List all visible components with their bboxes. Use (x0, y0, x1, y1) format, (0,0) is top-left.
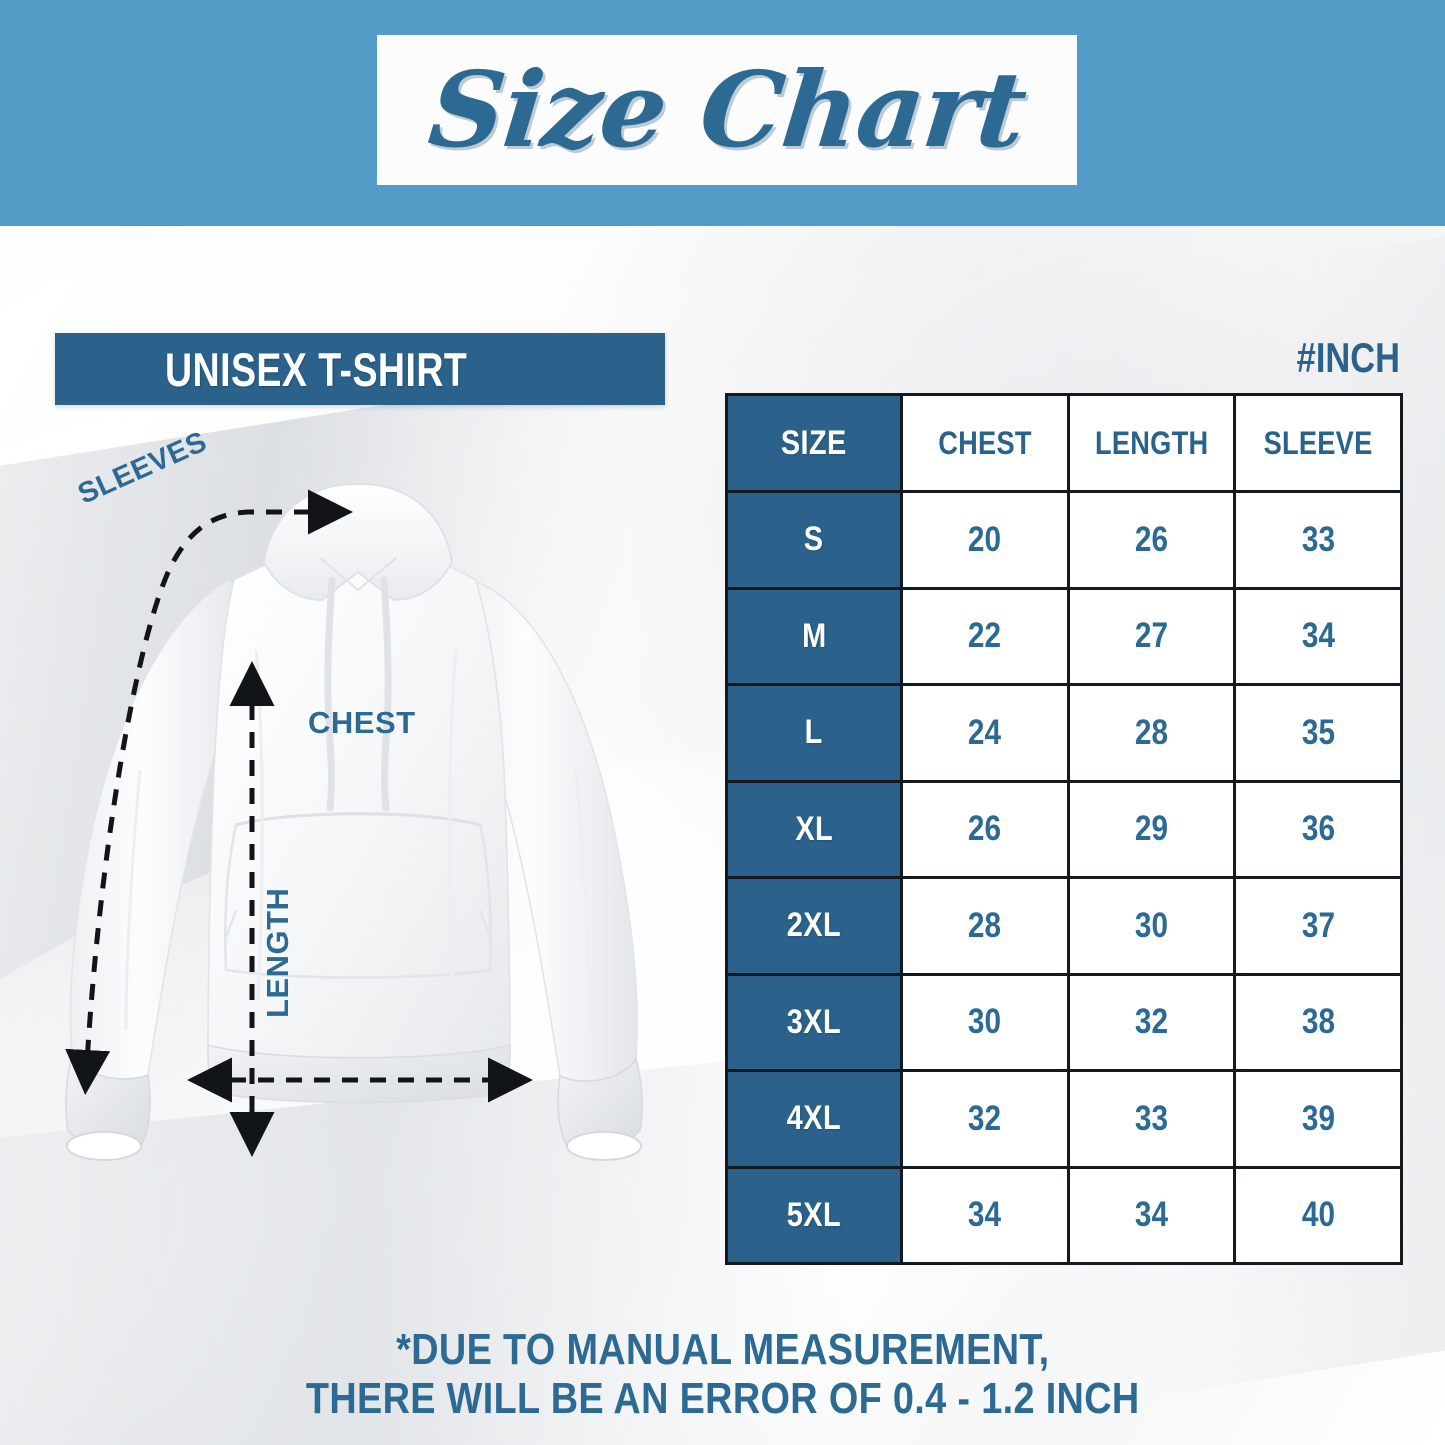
unit-label: #INCH (1296, 334, 1400, 381)
cell-sleeve: 33 (1233, 490, 1403, 590)
table-row: L 24 28 35 (725, 683, 1403, 783)
cell-sleeve: 36 (1233, 779, 1403, 879)
cell-chest: 28 (900, 876, 1070, 976)
table-header-chest: CHEST (900, 393, 1070, 493)
cell-size: XL (725, 779, 903, 879)
cell-length: 33 (1066, 1069, 1237, 1169)
cell-chest: 30 (900, 972, 1070, 1072)
table-row: S 20 26 33 (725, 490, 1403, 590)
cell-length: 27 (1066, 586, 1237, 686)
table-header-sleeve: SLEEVE (1233, 393, 1403, 493)
cell-chest: 20 (900, 490, 1070, 590)
cell-size: 4XL (725, 1069, 903, 1169)
cell-size: 5XL (725, 1165, 903, 1265)
product-title-label: UNISEX T-SHIRT (165, 342, 468, 396)
cell-chest: 24 (900, 683, 1070, 783)
table-row: 3XL 30 32 38 (725, 972, 1403, 1072)
cell-size: 3XL (725, 972, 903, 1072)
product-title-ribbon: UNISEX T-SHIRT (55, 333, 665, 405)
hoodie-illustration: SLEEVES CHEST LENGTH (20, 426, 710, 1180)
cell-chest: 26 (900, 779, 1070, 879)
cell-size: S (725, 490, 903, 590)
cell-length: 28 (1066, 683, 1237, 783)
cell-size: L (725, 683, 903, 783)
table-row: 4XL 32 33 39 (725, 1069, 1403, 1169)
cell-length: 34 (1066, 1165, 1237, 1265)
cell-length: 30 (1066, 876, 1237, 976)
cell-chest: 32 (900, 1069, 1070, 1169)
cell-length: 29 (1066, 779, 1237, 879)
table-row: 5XL 34 34 40 (725, 1165, 1403, 1265)
title-box: Size Chart (377, 35, 1077, 185)
cell-sleeve: 35 (1233, 683, 1403, 783)
page-title: Size Chart (423, 48, 1031, 171)
table-row: 2XL 28 30 37 (725, 876, 1403, 976)
footer-disclaimer: *DUE TO MANUAL MEASUREMENT, THERE WILL B… (0, 1325, 1445, 1424)
table-row: XL 26 29 36 (725, 779, 1403, 879)
cell-sleeve: 34 (1233, 586, 1403, 686)
cell-length: 26 (1066, 490, 1237, 590)
cell-length: 32 (1066, 972, 1237, 1072)
cell-chest: 22 (900, 586, 1070, 686)
table-header-size: SIZE (725, 393, 903, 493)
cell-size: M (725, 586, 903, 686)
table-header-row: SIZE CHEST LENGTH SLEEVE (725, 393, 1403, 493)
cell-sleeve: 38 (1233, 972, 1403, 1072)
cell-chest: 34 (900, 1165, 1070, 1265)
table-row: M 22 27 34 (725, 586, 1403, 686)
label-length: LENGTH (260, 887, 295, 1018)
cell-size: 2XL (725, 876, 903, 976)
footer-line-1: *DUE TO MANUAL MEASUREMENT, (395, 1325, 1050, 1374)
footer-line-2: THERE WILL BE AN ERROR OF 0.4 - 1.2 INCH (305, 1374, 1140, 1424)
hoodie-body (65, 483, 643, 1161)
label-chest: CHEST (308, 705, 416, 740)
cell-sleeve: 37 (1233, 876, 1403, 976)
cell-sleeve: 39 (1233, 1069, 1403, 1169)
table-header-length: LENGTH (1066, 393, 1237, 493)
size-table: SIZE CHEST LENGTH SLEEVE S 20 26 33 M 22… (725, 393, 1403, 1265)
cell-sleeve: 40 (1233, 1165, 1403, 1265)
